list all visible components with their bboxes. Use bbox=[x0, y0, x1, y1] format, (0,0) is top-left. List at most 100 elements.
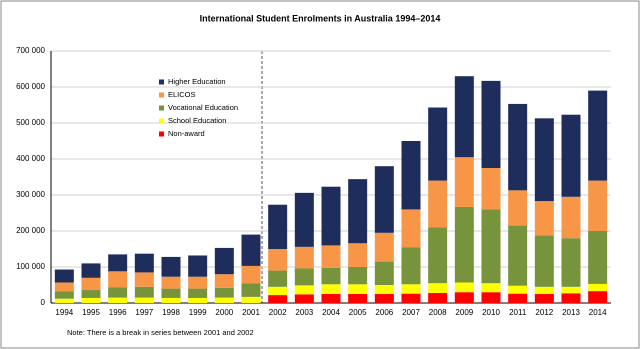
bar-segment bbox=[348, 284, 368, 294]
bar-segment bbox=[108, 254, 128, 272]
bar-segment bbox=[454, 157, 474, 207]
bar-segment bbox=[294, 192, 314, 247]
chart-note: Note: There is a break in series between… bbox=[67, 328, 254, 337]
bar-segment bbox=[81, 263, 101, 278]
bar-segment bbox=[188, 276, 208, 289]
bar-segment bbox=[561, 293, 581, 303]
bar-segment bbox=[161, 297, 181, 303]
x-tick-label: 2000 bbox=[215, 308, 233, 317]
x-tick-label: 2001 bbox=[242, 308, 260, 317]
bar-segment bbox=[214, 297, 234, 303]
bar-segment bbox=[294, 268, 314, 286]
x-tick-label: 1995 bbox=[82, 308, 100, 317]
bar-segment bbox=[508, 225, 528, 286]
x-tick-label: 2006 bbox=[375, 308, 393, 317]
bar-segment bbox=[428, 180, 448, 228]
bar-segment bbox=[161, 288, 181, 298]
bar-segment bbox=[161, 276, 181, 289]
x-tick-label: 2007 bbox=[402, 308, 420, 317]
bar-segment bbox=[134, 297, 154, 303]
bar-segment bbox=[108, 287, 128, 298]
x-tick-label: 2005 bbox=[349, 308, 367, 317]
x-tick-label: 1996 bbox=[109, 308, 127, 317]
bar-segment bbox=[428, 292, 448, 303]
bar-segment bbox=[294, 246, 314, 269]
x-tick-label: 2012 bbox=[535, 308, 553, 317]
bar-segment bbox=[481, 283, 501, 293]
y-tick-label: 100 000 bbox=[16, 262, 45, 271]
legend-label: School Education bbox=[168, 116, 226, 125]
bar-segment bbox=[348, 294, 368, 303]
bar-segment bbox=[454, 76, 474, 158]
bar-segment bbox=[401, 284, 421, 294]
x-tick-label: 2010 bbox=[482, 308, 500, 317]
bar-segment bbox=[454, 206, 474, 283]
bar-segment bbox=[294, 294, 314, 303]
legend-swatch bbox=[159, 105, 164, 111]
x-tick-label: 2004 bbox=[322, 308, 340, 317]
bar-segment bbox=[81, 277, 101, 291]
bar-segment bbox=[54, 269, 74, 283]
bar-segment bbox=[534, 201, 554, 236]
y-tick-label: 300 000 bbox=[16, 190, 45, 199]
x-tick-label: 2008 bbox=[429, 308, 447, 317]
bar-segment bbox=[294, 285, 314, 295]
bar-segment bbox=[481, 80, 501, 168]
bar-segment bbox=[374, 166, 394, 233]
bar-segment bbox=[561, 286, 581, 294]
legend-swatch bbox=[159, 118, 164, 124]
bar-segment bbox=[374, 261, 394, 285]
bar-segment bbox=[374, 294, 394, 303]
bar-segment bbox=[321, 267, 341, 285]
bar-segment bbox=[401, 293, 421, 303]
y-tick-label: 0 bbox=[41, 298, 46, 307]
bar-segment bbox=[374, 285, 394, 294]
bar-segment bbox=[268, 204, 288, 249]
bar-segment bbox=[481, 209, 501, 284]
x-tick-label: 2002 bbox=[269, 308, 287, 317]
bar-segment bbox=[588, 180, 608, 231]
bar-segment bbox=[321, 186, 341, 246]
bar-segment bbox=[348, 179, 368, 244]
y-tick-label: 700 000 bbox=[16, 46, 45, 55]
x-tick-label: 1997 bbox=[135, 308, 153, 317]
bar-segment bbox=[321, 284, 341, 294]
bar-segment bbox=[428, 283, 448, 293]
chart-title: International Student Enrolments in Aust… bbox=[200, 13, 441, 23]
legend-label: Higher Education bbox=[168, 77, 226, 86]
bar-segment bbox=[268, 249, 288, 271]
bar-segment bbox=[508, 190, 528, 226]
bar-segment bbox=[161, 256, 181, 277]
bar-segment bbox=[268, 286, 288, 296]
bar-segment bbox=[134, 253, 154, 273]
bar-segment bbox=[534, 294, 554, 303]
bar-segment bbox=[321, 245, 341, 268]
bar-segment bbox=[588, 90, 608, 181]
x-tick-label: 2003 bbox=[295, 308, 313, 317]
legend-label: Vocational Education bbox=[168, 103, 238, 112]
bar-segment bbox=[134, 272, 154, 287]
bar-segment bbox=[188, 255, 208, 277]
bar-segment bbox=[428, 227, 448, 284]
legend-label: ELICOS bbox=[168, 90, 196, 99]
bar-segment bbox=[508, 103, 528, 191]
bar-segment bbox=[561, 114, 581, 197]
bar-segment bbox=[108, 271, 128, 288]
bar-segment bbox=[454, 292, 474, 303]
x-tick-label: 1999 bbox=[189, 308, 207, 317]
bar-segment bbox=[588, 291, 608, 303]
bar-segment bbox=[81, 297, 101, 303]
legend-swatch bbox=[159, 79, 164, 85]
bar-segment bbox=[588, 283, 608, 292]
x-tick-label: 2014 bbox=[589, 308, 607, 317]
bar-segment bbox=[401, 209, 421, 248]
bar-segment bbox=[561, 196, 581, 239]
bar-segment bbox=[348, 243, 368, 267]
bar-segment bbox=[481, 292, 501, 303]
x-tick-label: 1998 bbox=[162, 308, 180, 317]
bar-segment bbox=[214, 247, 234, 275]
bar-segment bbox=[508, 293, 528, 303]
